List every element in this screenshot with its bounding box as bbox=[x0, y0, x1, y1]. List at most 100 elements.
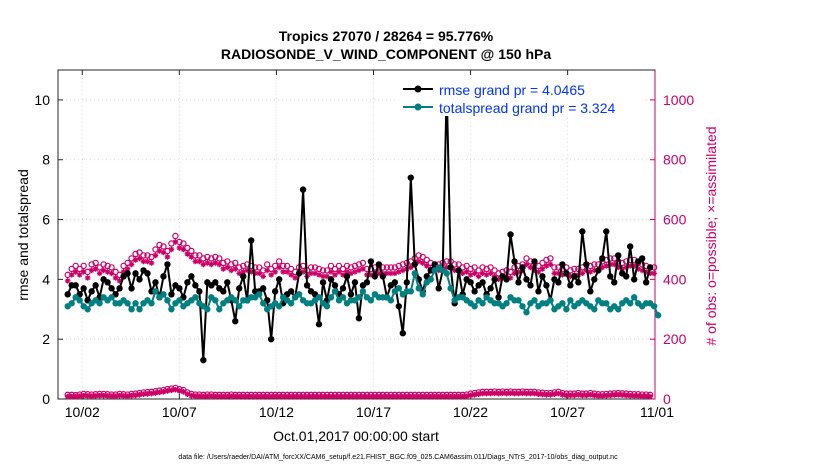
assimilated-point bbox=[631, 263, 637, 269]
y-axis-label: rmse and totalspread bbox=[15, 169, 31, 301]
assimilated_lower-point bbox=[455, 393, 462, 400]
totalspread-point bbox=[204, 306, 211, 313]
assimilated-point bbox=[360, 266, 366, 272]
y-axis-label-right: # of obs: o=possible; ×=assimilated bbox=[703, 126, 719, 345]
possible-point bbox=[196, 252, 203, 259]
assimilated_lower-point bbox=[583, 392, 590, 399]
assimilated_lower-point bbox=[64, 393, 71, 400]
possible-point bbox=[80, 262, 87, 270]
assimilated_lower-point bbox=[615, 392, 622, 398]
assimilated_lower-point bbox=[459, 393, 466, 400]
assimilated-point bbox=[312, 270, 318, 277]
totalspread-point bbox=[407, 288, 414, 295]
assimilated_lower-point bbox=[463, 393, 470, 400]
assimilated-point bbox=[192, 258, 199, 265]
assimilated-point bbox=[340, 272, 346, 278]
totalspread-point bbox=[615, 306, 622, 313]
y-tick-label: 2 bbox=[42, 331, 50, 347]
rmse-point bbox=[188, 273, 195, 280]
assimilated-point bbox=[188, 254, 195, 260]
assimilated_lower-point bbox=[220, 393, 227, 400]
x-tick-label: 10/27 bbox=[550, 404, 585, 420]
possible-point bbox=[100, 261, 107, 268]
rmse-point bbox=[595, 267, 602, 274]
possible-point bbox=[216, 255, 223, 262]
assimilated_lower-point bbox=[316, 393, 322, 400]
assimilated_lower-point bbox=[611, 392, 618, 398]
legend-rmse-marker bbox=[414, 85, 422, 93]
assimilated-point bbox=[252, 270, 259, 277]
assimilated_lower-point bbox=[503, 390, 510, 397]
totalspread-point bbox=[603, 300, 610, 307]
rmse-point bbox=[371, 273, 379, 280]
possible-point bbox=[287, 265, 295, 273]
assimilated_lower-point bbox=[92, 393, 99, 399]
assimilated-point bbox=[256, 270, 262, 277]
assimilated_lower-point bbox=[547, 392, 554, 398]
assimilated-point bbox=[627, 263, 633, 269]
assimilated-point bbox=[172, 239, 179, 245]
assimilated-point bbox=[248, 269, 255, 275]
possible-point bbox=[539, 259, 546, 267]
rmse-point bbox=[343, 273, 351, 280]
possible-point bbox=[495, 270, 502, 277]
possible-point bbox=[523, 255, 530, 262]
rmse-point bbox=[375, 261, 383, 268]
possible-point bbox=[607, 255, 614, 262]
rmse-point bbox=[623, 273, 630, 280]
totalspread-point bbox=[591, 306, 598, 313]
assimilated_lower-point bbox=[236, 393, 243, 400]
possible-point bbox=[156, 241, 163, 249]
possible-point bbox=[567, 267, 574, 274]
possible-point bbox=[423, 256, 430, 264]
possible-point bbox=[419, 253, 426, 261]
assimilated_lower-point bbox=[184, 391, 191, 398]
rmse-point bbox=[240, 273, 247, 280]
possible-point bbox=[263, 261, 271, 268]
assimilated_lower-point bbox=[148, 390, 155, 397]
assimilated-point bbox=[216, 261, 223, 268]
assimilated-point bbox=[168, 246, 175, 253]
rmse-point bbox=[615, 252, 622, 259]
rmse-point bbox=[447, 264, 454, 271]
assimilated_lower-point bbox=[495, 390, 502, 397]
assimilated-point bbox=[96, 270, 103, 277]
possible-point bbox=[551, 264, 558, 271]
rmse-point bbox=[543, 282, 550, 289]
data-file-footer: data file: /Users/raeder/DAI/ATM_forcXX/… bbox=[178, 454, 618, 461]
possible-point bbox=[391, 264, 399, 271]
assimilated-point bbox=[80, 269, 87, 275]
assimilated-point bbox=[388, 270, 394, 277]
possible-point bbox=[283, 262, 291, 270]
assimilated-point bbox=[348, 270, 354, 277]
rmse-point bbox=[511, 258, 518, 265]
assimilated-point bbox=[515, 269, 522, 275]
rmse-point bbox=[531, 258, 538, 265]
rmse-point bbox=[411, 261, 418, 268]
assimilated-point bbox=[567, 273, 574, 280]
assimilated_lower-point bbox=[515, 390, 522, 397]
rmse-point bbox=[144, 270, 151, 277]
rmse-point bbox=[267, 335, 275, 343]
possible-point bbox=[459, 264, 466, 271]
assimilated-point bbox=[543, 263, 550, 269]
assimilated-point bbox=[208, 261, 215, 268]
totalspread-point bbox=[327, 294, 335, 301]
assimilated_lower-point bbox=[475, 391, 482, 398]
assimilated-point bbox=[615, 264, 622, 271]
assimilated_lower-point bbox=[392, 393, 398, 400]
rmse-point bbox=[80, 285, 87, 292]
totalspread-point bbox=[164, 297, 171, 304]
assimilated_lower-point bbox=[427, 393, 434, 400]
assimilated_lower-point bbox=[308, 393, 314, 400]
possible-point bbox=[467, 265, 474, 273]
assimilated-point bbox=[164, 254, 171, 260]
assimilated_lower-point bbox=[543, 392, 550, 398]
assimilated_lower-point bbox=[627, 392, 633, 399]
assimilated-point bbox=[160, 249, 167, 256]
assimilated_lower-point bbox=[415, 393, 422, 400]
rmse-point bbox=[435, 285, 442, 292]
assimilated_lower-point bbox=[360, 393, 366, 400]
assimilated_lower-point bbox=[116, 392, 123, 399]
